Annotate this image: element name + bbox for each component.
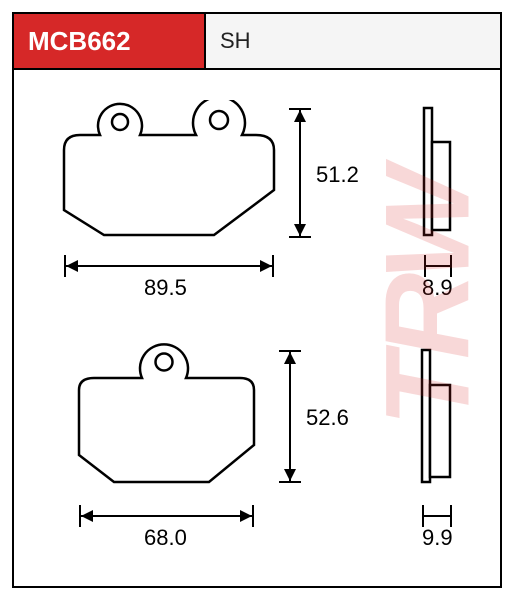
dim-arrow xyxy=(284,469,296,481)
dim-label-bottom-width: 68.0 xyxy=(144,525,187,551)
dim-arrow xyxy=(284,352,296,364)
dim-label-top-width: 89.5 xyxy=(144,275,187,301)
header: MCB662 SH xyxy=(14,14,500,70)
dim-arrow xyxy=(66,260,78,272)
dim-line xyxy=(289,350,291,483)
pad-bottom-front xyxy=(64,340,264,490)
dim-tick xyxy=(252,505,254,527)
dim-tick xyxy=(272,255,274,277)
dim-arrow xyxy=(260,260,272,272)
dim-arrow xyxy=(240,510,252,522)
diagram-frame: MCB662 SH 51.2 89.5 8.9 xyxy=(12,12,502,588)
dim-label-top-thickness: 8.9 xyxy=(422,275,453,301)
pad-bottom-side xyxy=(412,340,464,490)
dim-tick xyxy=(424,255,426,277)
dim-tick xyxy=(450,505,452,527)
dim-label-bottom-height: 52.6 xyxy=(306,405,349,431)
dim-label-top-height: 51.2 xyxy=(316,162,359,188)
dim-line xyxy=(424,265,452,267)
dim-line xyxy=(64,265,274,267)
dim-tick xyxy=(450,255,452,277)
dim-arrow xyxy=(294,110,306,122)
diagram-content: 51.2 89.5 8.9 52.6 xyxy=(14,70,500,586)
pad-top-side xyxy=(414,100,464,240)
dim-line xyxy=(422,515,452,517)
dim-arrow xyxy=(294,224,306,236)
dim-label-bottom-thickness: 9.9 xyxy=(422,525,453,551)
pad-top-front xyxy=(44,100,284,240)
dim-line xyxy=(79,515,254,517)
dim-tick xyxy=(422,505,424,527)
dim-tick xyxy=(279,481,301,483)
part-number: MCB662 xyxy=(14,14,206,68)
dim-arrow xyxy=(81,510,93,522)
dim-tick xyxy=(289,236,311,238)
dim-line xyxy=(299,108,301,238)
variant-code: SH xyxy=(206,14,500,68)
